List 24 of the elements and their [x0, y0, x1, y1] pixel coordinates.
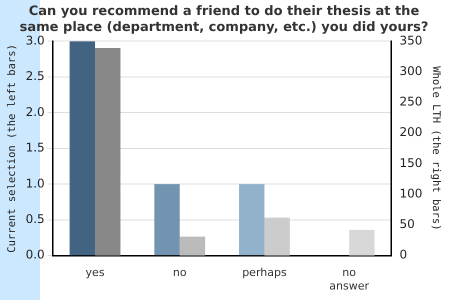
- y-tick-label: 1.5: [26, 140, 45, 155]
- y2-tick-label: 200: [399, 125, 422, 140]
- y-tick-label: 2.5: [26, 69, 45, 84]
- y-tick-label: 0.0: [26, 248, 45, 262]
- y-axis-title: Current selection (the left bars): [6, 44, 18, 253]
- y2-tick-label: 0: [399, 248, 408, 262]
- y2-tick-label: 250: [399, 94, 422, 109]
- y2-tick-label: 50: [399, 217, 415, 232]
- x-tick-label: no: [172, 266, 187, 280]
- chart-title: Can you recommend a friend to do their thesis at the same place (department, company, etc.) you did yours?: [20, 4, 428, 35]
- y2-tick-label: 100: [399, 186, 422, 200]
- y-tick-label: 3.0: [26, 33, 45, 48]
- bar: [349, 230, 375, 256]
- bar: [180, 236, 206, 256]
- y2-tick-label: 350: [399, 33, 422, 48]
- x-tick-label: no answer: [329, 266, 370, 292]
- y2-axis-title: Whole LTH (the right bars): [430, 66, 442, 231]
- y-tick-label: 1.0: [26, 176, 45, 190]
- x-tick-label: perhaps: [242, 266, 287, 280]
- x-tick-label: yes: [86, 266, 105, 280]
- y2-tick-label: 300: [399, 64, 422, 78]
- y2-tick-label: 150: [399, 156, 422, 170]
- y-tick-label: 0.5: [26, 212, 45, 226]
- y-tick-label: 2.0: [26, 104, 45, 119]
